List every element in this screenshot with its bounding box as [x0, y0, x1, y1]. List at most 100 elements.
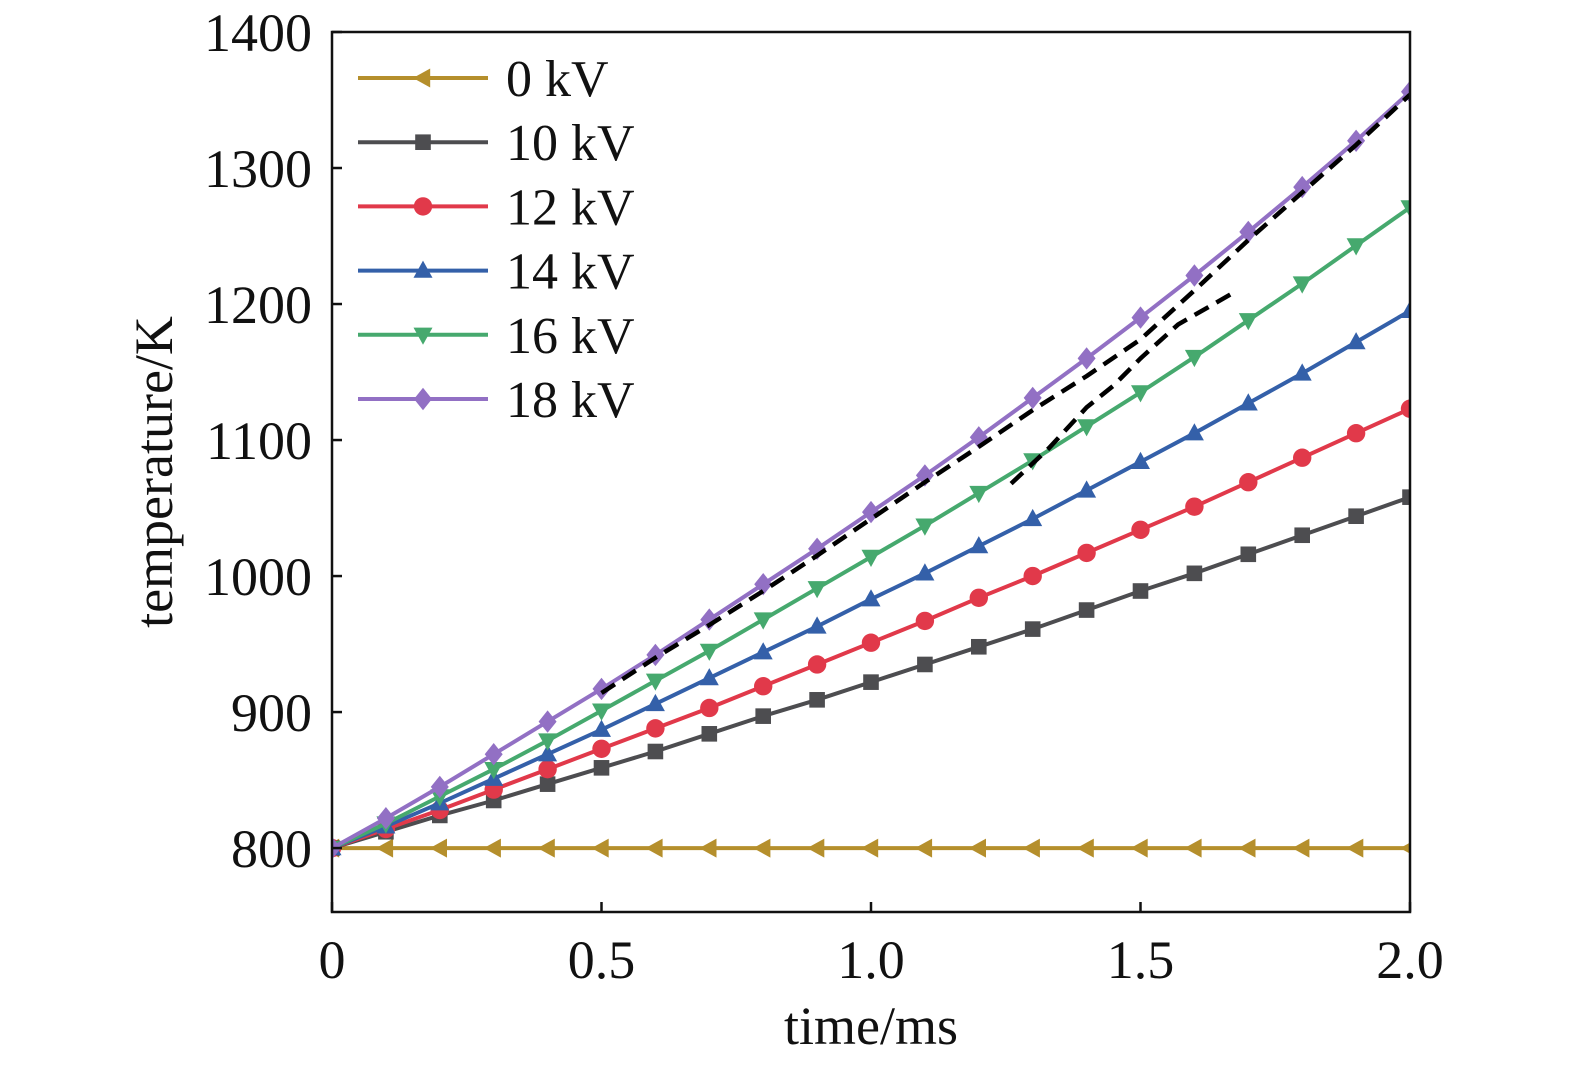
data-point-10-kv: [917, 656, 933, 673]
legend-label: 12 kV: [506, 179, 635, 236]
data-point-0-kv: [591, 838, 609, 858]
data-point-10-kv: [1240, 546, 1257, 563]
data-point-16-kv: [538, 733, 558, 751]
data-point-16-kv: [645, 673, 665, 691]
data-point-12-kv: [1293, 448, 1312, 467]
data-point-16-kv: [1400, 200, 1410, 218]
data-point-0-kv: [1130, 838, 1148, 858]
legend-marker-square: [415, 134, 431, 150]
data-point-14-kv: [807, 616, 827, 634]
data-point-18-kv: [1185, 264, 1204, 287]
data-point-14-kv: [969, 536, 989, 554]
data-point-12-kv: [700, 698, 719, 718]
series-14-kv: [332, 300, 1410, 856]
data-point-14-kv: [1077, 480, 1097, 498]
data-point-18-kv: [538, 710, 557, 733]
data-point-10-kv: [1348, 508, 1364, 525]
data-point-12-kv: [538, 759, 557, 779]
data-point-10-kv: [1024, 621, 1041, 637]
data-point-0-kv: [1022, 838, 1040, 858]
data-point-0-kv: [1292, 838, 1310, 858]
data-point-10-kv: [863, 674, 879, 690]
dashed-line-2: [1009, 288, 1239, 486]
data-point-12-kv: [915, 611, 935, 631]
data-point-18-kv: [700, 608, 719, 631]
data-point-16-kv: [1131, 385, 1150, 403]
data-point-14-kv: [915, 563, 935, 581]
data-point-16-kv: [753, 612, 773, 630]
data-point-12-kv: [646, 719, 665, 738]
data-point-0-kv: [1346, 838, 1364, 858]
data-point-0-kv: [537, 838, 555, 858]
data-point-18-kv: [1077, 347, 1096, 370]
data-point-0-kv: [429, 838, 447, 858]
data-point-0-kv: [1238, 838, 1256, 858]
legend-label: 18 kV: [506, 372, 635, 429]
legend-marker-triangle-up: [413, 260, 433, 278]
x-tick-label: 2.0: [1376, 930, 1444, 990]
data-point-10-kv: [1402, 489, 1410, 505]
data-point-0-kv: [861, 838, 879, 858]
series-18-kv: [332, 80, 1410, 860]
data-point-18-kv: [484, 743, 503, 766]
data-point-14-kv: [861, 589, 881, 607]
data-point-18-kv: [430, 775, 449, 799]
data-point-16-kv: [915, 518, 935, 536]
data-point-10-kv: [539, 776, 556, 792]
data-point-0-kv: [753, 838, 771, 858]
y-tick-label: 1400: [204, 3, 312, 63]
data-point-14-kv: [645, 693, 665, 712]
legend-entry-10-kv: 10 kV: [358, 115, 635, 172]
data-point-10-kv: [1294, 527, 1310, 544]
legend-entry-14-kv: 14 kV: [358, 244, 635, 301]
series-layer: [332, 80, 1410, 860]
data-point-14-kv: [592, 719, 611, 737]
data-point-16-kv: [1184, 349, 1204, 368]
data-point-0-kv: [645, 838, 663, 858]
data-point-0-kv: [914, 838, 933, 858]
x-tick-label: 1.0: [837, 930, 905, 990]
legend-marker-triangle-down: [413, 327, 433, 345]
data-point-14-kv: [1400, 300, 1410, 318]
legend-marker-circle: [413, 197, 433, 216]
data-point-10-kv: [971, 638, 987, 655]
data-point-18-kv: [376, 807, 395, 830]
data-point-10-kv: [1078, 602, 1095, 618]
legend-entry-16-kv: 16 kV: [358, 308, 635, 365]
data-point-16-kv: [1292, 276, 1312, 294]
data-point-0-kv: [699, 838, 717, 858]
legend-entry-0-kv: 0 kV: [358, 51, 609, 108]
data-point-12-kv: [969, 588, 988, 608]
legend-label: 14 kV: [506, 244, 635, 301]
data-point-18-kv: [808, 537, 827, 560]
data-point-12-kv: [1131, 520, 1150, 540]
data-point-0-kv: [1400, 842, 1410, 854]
data-point-16-kv: [1346, 238, 1366, 256]
y-axis-label: temperature/K: [124, 316, 184, 628]
data-point-16-kv: [969, 485, 989, 504]
legend-entry-18-kv: 18 kV: [358, 372, 635, 429]
data-point-16-kv: [1238, 313, 1258, 331]
data-point-16-kv: [484, 762, 504, 780]
data-point-0-kv: [1076, 838, 1094, 858]
data-point-10-kv: [1186, 565, 1203, 582]
data-point-12-kv: [592, 739, 611, 758]
data-point-14-kv: [1184, 423, 1204, 441]
legend-label: 16 kV: [506, 308, 635, 365]
data-point-0-kv: [1184, 838, 1202, 858]
data-point-14-kv: [699, 668, 719, 686]
data-point-10-kv: [701, 726, 718, 742]
data-point-12-kv: [1185, 497, 1204, 516]
y-tick-label: 1100: [206, 411, 312, 471]
data-point-16-kv: [807, 581, 827, 599]
data-point-18-kv: [1239, 220, 1258, 244]
data-point-12-kv: [861, 633, 881, 652]
dashed-line-1: [600, 92, 1410, 695]
data-point-12-kv: [1023, 566, 1042, 586]
data-point-12-kv: [1239, 473, 1258, 492]
data-point-12-kv: [1077, 543, 1096, 563]
data-point-18-kv: [592, 677, 611, 701]
x-axis-label: time/ms: [784, 996, 958, 1056]
data-point-14-kv: [1292, 363, 1312, 381]
data-point-18-kv: [754, 573, 773, 596]
